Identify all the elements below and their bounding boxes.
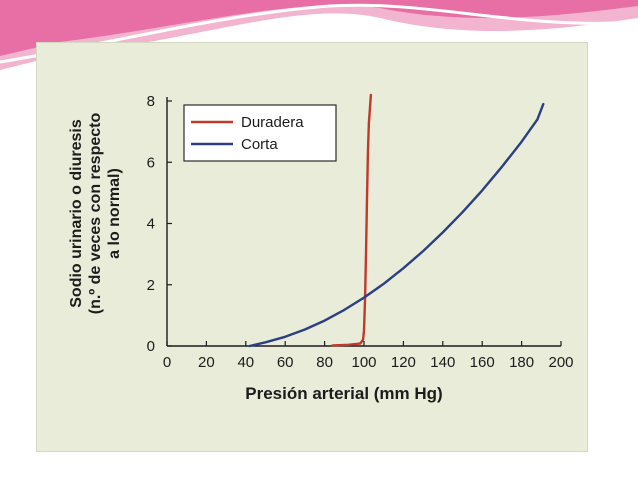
x-tick-label: 80 <box>316 354 333 371</box>
x-axis-label: Presión arterial (mm Hg) <box>245 384 442 403</box>
y-tick-label: 8 <box>147 93 155 110</box>
x-tick-label: 20 <box>198 354 215 371</box>
x-tick-label: 140 <box>430 354 455 371</box>
y-tick-label: 4 <box>147 216 155 233</box>
x-tick-label: 100 <box>351 354 376 371</box>
y-axis-label-line: Sodio urinario o diuresis <box>68 119 85 308</box>
x-tick-label: 120 <box>391 354 416 371</box>
y-tick-label: 2 <box>147 277 155 294</box>
x-tick-label: 40 <box>237 354 254 371</box>
x-tick-label: 180 <box>509 354 534 371</box>
ticks: 0 20 40 60 80 100 120 140 160 180 200 0 2 4 6 8 <box>147 93 574 371</box>
legend-label: Corta <box>241 136 278 153</box>
x-tick-label: 160 <box>470 354 495 371</box>
chart: 0 20 40 60 80 100 120 140 160 180 200 0 2 4 6 8 Durader… <box>68 93 574 403</box>
legend-box <box>183 104 337 162</box>
y-axis-label-line: a lo normal) <box>106 168 123 259</box>
x-tick-label: 60 <box>277 354 294 371</box>
y-tick-label: 6 <box>147 154 155 171</box>
y-axis-label: Sodio urinario o diuresis (n.º de veces c… <box>68 113 123 315</box>
series-line-corta <box>248 102 545 348</box>
y-tick-label: 0 <box>147 338 155 355</box>
x-tick-label: 0 <box>163 354 171 371</box>
series-line-duradera <box>331 93 373 347</box>
legend: Duradera Corta <box>183 104 337 162</box>
y-axis-label-line: (n.º de veces con respecto <box>87 113 104 315</box>
x-tick-label: 200 <box>548 354 573 371</box>
figure-panel: 0 20 40 60 80 100 120 140 160 180 200 0 2 4 6 8 Durader… <box>36 42 588 452</box>
legend-label: Duradera <box>241 114 304 131</box>
series-layer <box>248 93 545 348</box>
